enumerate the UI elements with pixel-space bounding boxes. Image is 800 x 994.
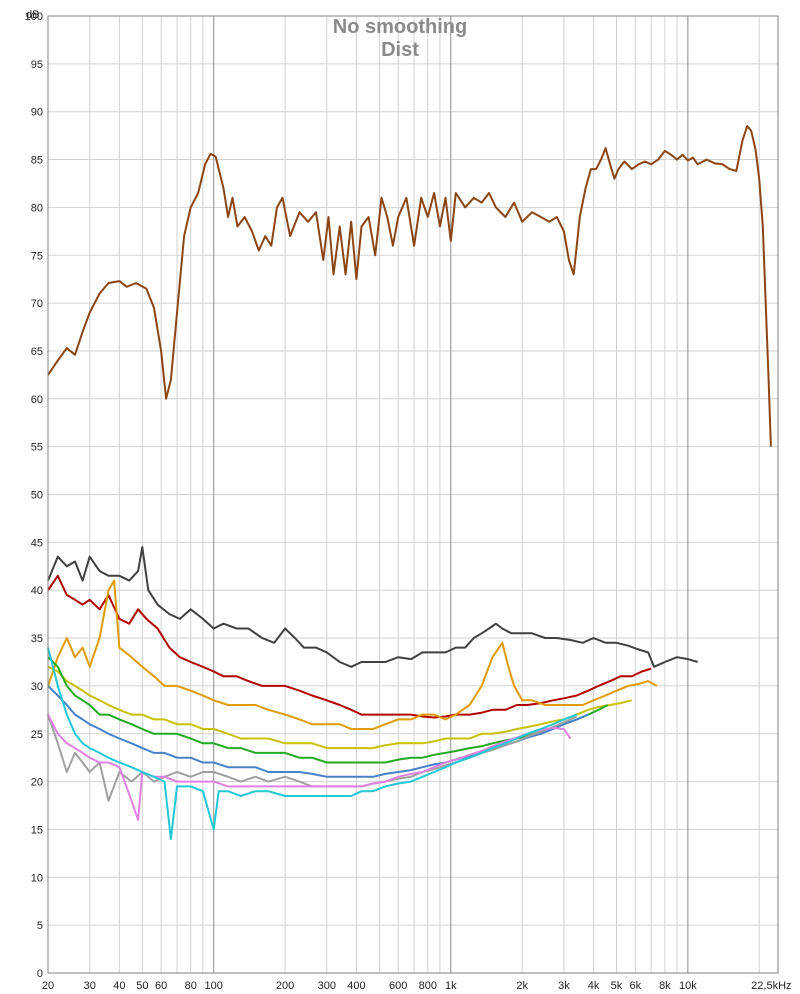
- x-tick-label: 22,5kHz: [751, 980, 791, 992]
- chart-subtitle: Dist: [381, 39, 419, 61]
- y-tick-label: 70: [31, 298, 43, 310]
- minor-grid: [47, 15, 778, 974]
- y-tick-labels: 0 5 10 15 20 25 30 35 40 45 50 55 60 65 70 75 80 85 90 95 10…: [25, 11, 43, 980]
- y-tick-label: 55: [31, 442, 43, 454]
- series-line-1: [47, 125, 772, 447]
- y-tick-label: 25: [31, 729, 43, 741]
- series-line-4: [47, 579, 658, 730]
- y-axis-label: dB: [26, 9, 39, 21]
- series-line-10: [47, 647, 578, 840]
- y-tick-label: 100: [25, 11, 43, 23]
- x-tick-label: 8k: [659, 980, 671, 992]
- x-tick-label: 300: [318, 980, 336, 992]
- y-tick-label: 75: [31, 250, 43, 262]
- x-tick-label: 200: [276, 980, 294, 992]
- y-tick-label: 50: [31, 490, 43, 502]
- x-tick-label: 30: [84, 980, 96, 992]
- x-tick-label: 600: [389, 980, 407, 992]
- x-tick-label: 50: [136, 980, 148, 992]
- y-tick-label: 85: [31, 155, 43, 167]
- y-tick-label: 5: [37, 920, 43, 932]
- y-tick-label: 10: [31, 872, 43, 884]
- y-tick-label: 80: [31, 202, 43, 214]
- series-line-3: [47, 574, 652, 719]
- chart-title: No smoothing: [333, 16, 467, 38]
- y-tick-label: 95: [31, 59, 43, 71]
- x-tick-label: 40: [113, 980, 125, 992]
- x-tick-label: 80: [185, 980, 197, 992]
- x-tick-labels: 20 30 40 50 60 80 100 200 300 400 600 800 1k 2k 3k 4k 5k…: [42, 980, 792, 992]
- x-tick-label: 4k: [588, 980, 600, 992]
- series-line-2: [47, 546, 698, 668]
- x-tick-label: 60: [155, 980, 167, 992]
- y-tick-label: 20: [31, 777, 43, 789]
- y-tick-label: 15: [31, 824, 43, 836]
- y-tick-label: 45: [31, 537, 43, 549]
- series-line-6: [47, 656, 609, 764]
- major-grid: [213, 16, 689, 973]
- y-tick-label: 40: [31, 585, 43, 597]
- x-tick-label: 10k: [679, 980, 697, 992]
- x-tick-label: 6k: [629, 980, 641, 992]
- y-tick-label: 90: [31, 107, 43, 119]
- x-tick-label: 20: [42, 980, 54, 992]
- plot-border: [47, 15, 779, 974]
- series-line-9: [47, 714, 572, 821]
- x-tick-label: 800: [419, 980, 437, 992]
- y-tick-label: 35: [31, 633, 43, 645]
- x-tick-label: 3k: [558, 980, 570, 992]
- x-tick-label: 400: [347, 980, 365, 992]
- x-tick-label: 2k: [516, 980, 528, 992]
- y-tick-label: 65: [31, 346, 43, 358]
- x-tick-label: 5k: [611, 980, 623, 992]
- y-tick-label: 30: [31, 681, 43, 693]
- y-tick-label: 0: [37, 968, 43, 980]
- series-line-5: [47, 665, 633, 750]
- y-tick-label: 60: [31, 394, 43, 406]
- x-tick-label: 100: [205, 980, 223, 992]
- x-tick-label: 1k: [445, 980, 457, 992]
- series-layer: [47, 125, 772, 840]
